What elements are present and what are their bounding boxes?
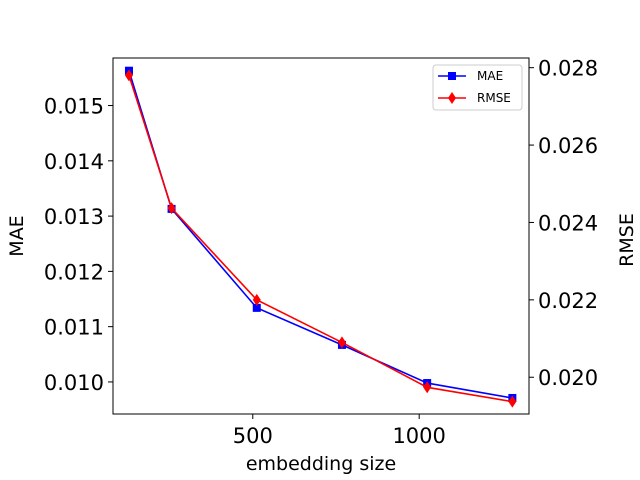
mae-line (128, 70, 513, 399)
right-y-tick-label: 0.024 (538, 211, 598, 235)
legend-rmse-marker (448, 92, 456, 104)
rmse-point (252, 293, 261, 306)
legend-rmse-label: RMSE (477, 91, 511, 105)
legend-mae-marker (448, 72, 456, 80)
right-axis-label: RMSE (616, 213, 638, 267)
rmse-point (124, 69, 133, 82)
left-y-tick-label: 0.011 (44, 316, 104, 340)
left-y-tick-label: 0.015 (44, 95, 104, 119)
rmse-point (423, 381, 432, 394)
series-layer (124, 66, 517, 408)
right-y-tick-label: 0.022 (538, 289, 598, 313)
mae-point (252, 303, 261, 312)
legend-mae-label: MAE (477, 69, 503, 83)
ticks-layer: 500 1000 0.010 0.011 0.012 0.013 0.014 0.015 0.0… (44, 57, 598, 448)
series-rmse (124, 69, 517, 408)
legend: MAE RMSE (432, 64, 523, 111)
right-y-tick-label: 0.028 (538, 57, 598, 81)
right-y-tick-label: 0.020 (538, 366, 598, 390)
left-y-tick-label: 0.013 (44, 205, 104, 229)
left-y-tick-label: 0.014 (44, 150, 104, 174)
left-axis-label: MAE (6, 215, 28, 256)
rmse-point (337, 336, 346, 349)
x-tick-label: 1000 (392, 424, 445, 448)
x-tick-label: 500 (233, 424, 273, 448)
rmse-point (167, 202, 176, 215)
rmse-point (508, 395, 517, 408)
right-y-tick-label: 0.026 (538, 134, 598, 158)
rmse-line (128, 75, 513, 403)
plot-frame (112, 57, 530, 415)
left-y-tick-label: 0.012 (44, 260, 104, 284)
x-axis-label: embedding size (246, 453, 396, 475)
left-y-tick-label: 0.010 (44, 371, 104, 395)
series-mae (124, 66, 517, 402)
